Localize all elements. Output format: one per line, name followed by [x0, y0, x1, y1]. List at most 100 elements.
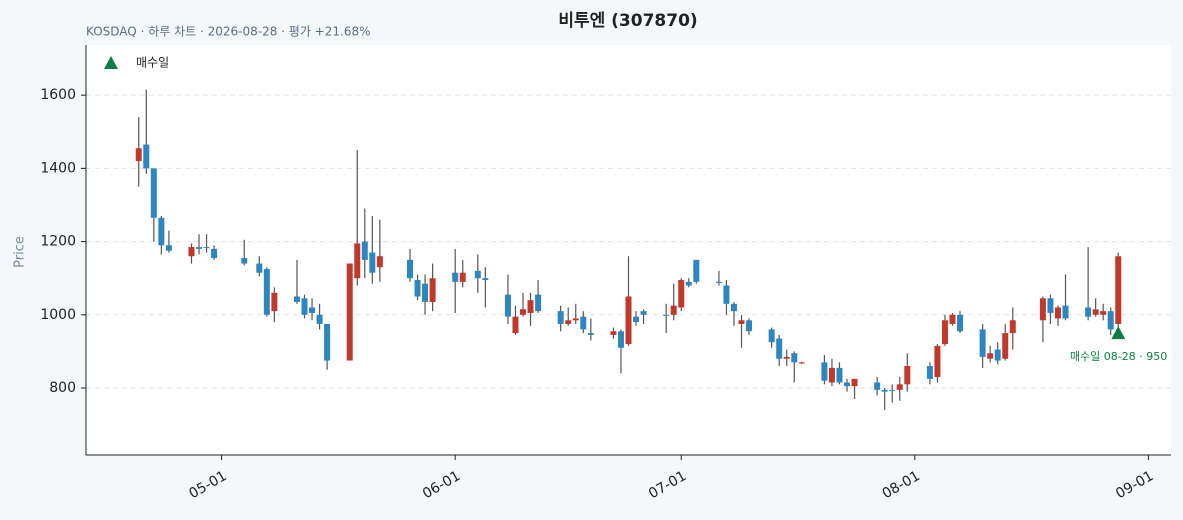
buy-marker	[1111, 326, 1126, 340]
y-tick-label: 800	[49, 380, 76, 396]
candle-body	[309, 307, 316, 313]
candle-body	[798, 362, 805, 364]
candle-body	[738, 320, 745, 324]
candle-body	[957, 314, 964, 332]
candle-body	[346, 263, 353, 361]
candle-body	[316, 314, 323, 324]
candle-body	[301, 298, 308, 315]
candle-body	[821, 362, 828, 381]
candle-body	[324, 323, 331, 361]
candle-body	[203, 247, 210, 249]
candle-body	[414, 280, 421, 297]
candle-body	[512, 316, 519, 334]
candle-body	[1002, 333, 1009, 359]
candle-body	[1047, 298, 1054, 313]
candle-body	[520, 309, 527, 315]
x-tick-label: 08-01	[880, 468, 923, 502]
candle-body	[256, 263, 263, 273]
x-tick-label: 07-01	[646, 468, 689, 502]
candle-body	[196, 247, 203, 249]
y-tick-label: 1200	[40, 234, 76, 250]
x-tick-label: 09-01	[1113, 468, 1156, 502]
candle-body	[979, 329, 986, 357]
candle-body	[994, 349, 1001, 361]
candle-body	[889, 389, 896, 391]
candle-body	[429, 278, 436, 302]
y-tick-label: 1000	[40, 307, 76, 323]
candle-body	[851, 378, 858, 387]
candle-body	[791, 353, 798, 363]
candle-body	[1107, 311, 1114, 330]
chart-subtitle: KOSDAQ · 하루 차트 · 2026-08-28 · 평가 +21.68%	[86, 25, 371, 39]
candle-body	[587, 333, 594, 335]
candle-body	[459, 272, 466, 282]
candle-body	[941, 320, 948, 345]
candle-body	[482, 278, 489, 281]
candle-body	[670, 305, 677, 315]
candle-body	[1054, 307, 1061, 319]
y-axis-label: Price	[13, 236, 28, 268]
candle-body	[836, 367, 843, 383]
candle-body	[535, 294, 542, 312]
candle-body	[376, 256, 383, 268]
candle-body	[783, 356, 790, 359]
chart-title: 비투엔 (307870)	[558, 11, 697, 31]
candle-body	[715, 281, 722, 283]
candle-body	[896, 384, 903, 390]
candle-body	[904, 366, 911, 385]
candle-body	[452, 272, 459, 282]
candle-body	[1039, 298, 1046, 321]
candle-body	[934, 345, 941, 378]
candle-body	[150, 168, 157, 218]
candle-body	[263, 269, 270, 315]
y-tick-label: 1600	[40, 87, 76, 103]
candle-body	[158, 217, 165, 246]
candle-body	[685, 281, 692, 286]
candle-body	[580, 316, 587, 330]
candle-body	[369, 252, 376, 273]
candle-body	[361, 241, 368, 260]
candle-body	[633, 316, 640, 323]
candle-body	[693, 259, 700, 282]
candle-body	[723, 285, 730, 304]
x-tick-label: 05-01	[186, 468, 229, 502]
plot-area	[86, 45, 1171, 455]
candle-body	[949, 314, 956, 324]
candle-body	[211, 248, 218, 259]
candle-body	[354, 243, 361, 279]
candle-body	[557, 311, 564, 324]
candle-body	[730, 303, 737, 312]
candle-body	[678, 280, 685, 308]
candle-body	[422, 283, 429, 302]
candle-body	[1062, 305, 1069, 319]
candle-body	[1092, 309, 1099, 315]
candle-body	[293, 296, 300, 302]
candle-body	[504, 294, 511, 317]
candle-body	[881, 389, 888, 392]
candle-body	[572, 318, 579, 321]
candle-body	[143, 144, 150, 169]
candle-body	[874, 382, 881, 390]
candle-body	[746, 320, 753, 332]
candle-body	[625, 296, 632, 345]
candle-body	[844, 382, 851, 387]
y-tick-label: 1400	[40, 160, 76, 176]
candle-body	[406, 259, 413, 279]
candle-body	[987, 353, 994, 359]
candle-body	[776, 338, 783, 359]
candle-body	[768, 329, 775, 343]
candle-body	[610, 331, 617, 335]
candle-body	[828, 367, 835, 383]
candle-body	[188, 247, 195, 257]
candle-body	[565, 320, 572, 324]
candle-body	[241, 258, 248, 264]
candle-body	[1009, 320, 1016, 334]
legend-marker	[104, 56, 118, 69]
candle-body	[926, 366, 933, 379]
candle-body	[663, 314, 670, 316]
candle-body	[1115, 256, 1122, 324]
candle-body	[135, 148, 142, 162]
candle-body	[474, 270, 481, 279]
